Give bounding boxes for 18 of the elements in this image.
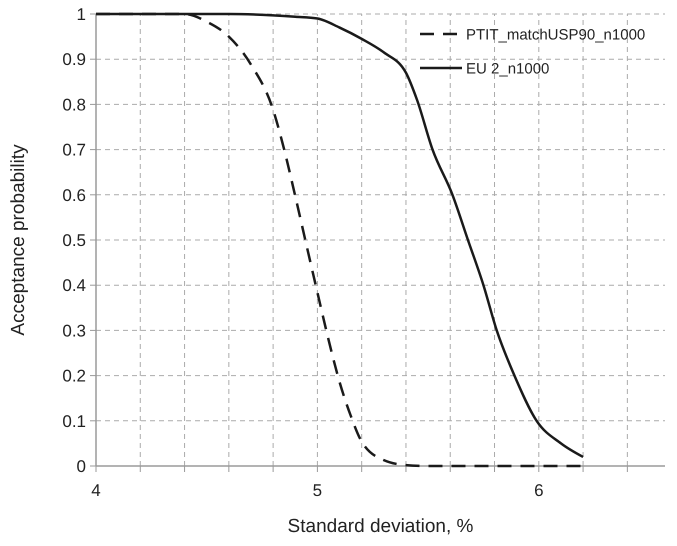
y-tick-label: 1 bbox=[76, 4, 86, 24]
y-tick-label: 0.7 bbox=[62, 140, 86, 160]
legend-label: PTIT_matchUSP90_n1000 bbox=[466, 26, 646, 44]
y-tick-label: 0 bbox=[76, 456, 86, 476]
legend-label: EU 2_n1000 bbox=[466, 60, 550, 78]
x-tick-label: 6 bbox=[534, 481, 544, 500]
y-tick-label: 0.5 bbox=[62, 230, 86, 250]
x-tick-label: 5 bbox=[312, 481, 322, 500]
y-tick-label: 0.6 bbox=[62, 186, 86, 205]
y-axis-title: Acceptance probability bbox=[8, 144, 29, 336]
y-tick-label: 0.2 bbox=[62, 366, 86, 386]
x-axis-title: Standard deviation, % bbox=[288, 516, 474, 537]
y-tick-label: 0.4 bbox=[62, 276, 86, 296]
y-tick-label: 0.8 bbox=[62, 95, 86, 114]
y-tick-label: 0.1 bbox=[62, 412, 86, 431]
y-tick-label: 0.3 bbox=[62, 321, 86, 340]
x-tick-label: 4 bbox=[91, 481, 101, 500]
y-tick-label: 0.9 bbox=[62, 50, 86, 70]
